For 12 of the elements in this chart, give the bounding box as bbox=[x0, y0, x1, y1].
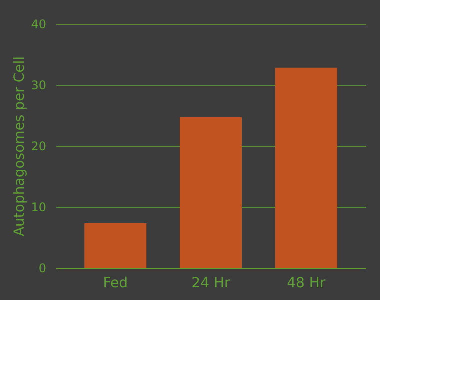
y-tick-label: 0 bbox=[38, 262, 46, 276]
bar bbox=[275, 68, 338, 268]
y-tick-label: 40 bbox=[31, 18, 46, 32]
y-tick-label: 30 bbox=[31, 78, 46, 92]
bar bbox=[84, 223, 147, 268]
x-tick-label: Fed bbox=[103, 276, 128, 292]
bar bbox=[180, 117, 242, 268]
y-tick-label: 10 bbox=[31, 200, 46, 214]
x-tick-label: 48 Hr bbox=[287, 276, 326, 292]
x-tick-label: 24 Hr bbox=[192, 276, 231, 292]
y-axis-title: Autophagosomes per Cell bbox=[12, 56, 28, 237]
y-tick-label: 20 bbox=[31, 140, 46, 154]
